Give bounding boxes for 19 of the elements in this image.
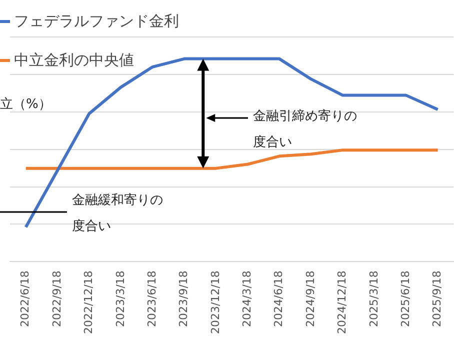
x-tick-label: 2025/6/18 xyxy=(398,270,412,328)
legend-label: フェデラルファンド金利 xyxy=(14,12,179,31)
x-tick-label: 2022/6/18 xyxy=(18,270,32,328)
x-tick-label: 2023/12/18 xyxy=(208,270,222,334)
x-tick-label: 2025/9/18 xyxy=(430,270,444,328)
x-tick-label: 2024/6/18 xyxy=(272,270,286,328)
x-tick-label: 2025/3/18 xyxy=(367,270,380,328)
x-tick-label: 2023/3/18 xyxy=(114,270,127,328)
x-tick-label: 2024/3/18 xyxy=(240,270,254,328)
legend-label: 中立金利の中央値 xyxy=(14,51,134,70)
x-tick-label: 2023/6/18 xyxy=(145,270,158,328)
annotation: 金融緩和寄りの度合い xyxy=(72,192,164,236)
x-tick-label: 2022/9/18 xyxy=(50,270,64,328)
x-tick-label: 2022/12/18 xyxy=(82,270,96,334)
x-tick-label: 2023/9/18 xyxy=(177,270,190,328)
x-tick-label: 2024/9/18 xyxy=(304,270,317,328)
annotation: 立（%） xyxy=(0,96,52,114)
x-tick-label: 2024/12/18 xyxy=(336,270,349,334)
annotation: 金融引締め寄りの度合い xyxy=(253,108,358,152)
